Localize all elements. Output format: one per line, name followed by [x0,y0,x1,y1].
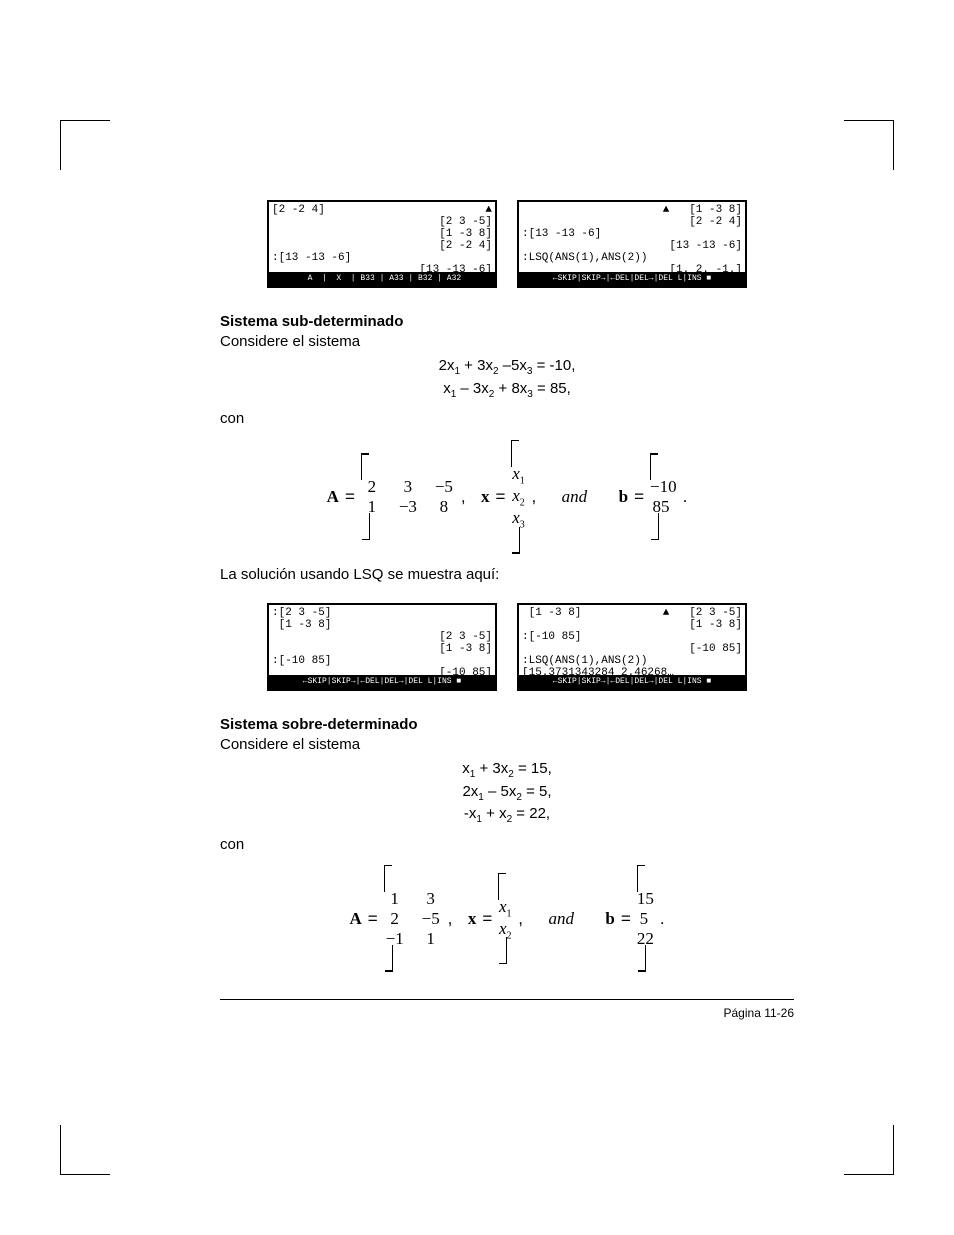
calc-line: :[-10 85] [272,655,492,667]
calc-screen-mid-right: [1 -3 8]▲ [2 3 -5] [1 -3 8] :[-10 85] [-… [517,603,747,691]
calc-screen-top-left: [2 -2 4]▲ [2 3 -5] [1 -3 8] [2 -2 4] :[1… [267,200,497,288]
matrix-A-label: A [327,487,339,507]
eq-line: 2x1 + 3x2 –5x3 = -10, [220,356,794,379]
calc-line: :LSQ(ANS(1),ANS(2)) [522,252,742,264]
calc-line: [2 3 -5] [272,631,492,643]
section-title-over: Sistema sobre-determinado [220,716,794,733]
and-text: and [552,487,598,507]
matrix-A-label: A [349,909,361,929]
matrix-A-over: 13 2−5 −11 [384,869,442,969]
calc-menu: ←SKIP|SKIP→|←DEL|DEL→|DEL L|INS ■ [269,675,495,689]
vector-x: x1 x2 x3 [511,444,525,551]
calc-line: [2 -2 4] [522,216,742,228]
calc-screen-top-right: ▲ [1 -3 8] [2 -2 4] :[13 -13 -6] [13 -13… [517,200,747,288]
calc-line: [1 -3 8]▲ [2 3 -5] [522,607,742,619]
intro-text: Considere el sistema [220,332,794,352]
calc-screen-mid-left: :[2 3 -5] [1 -3 8] [2 3 -5] [1 -3 8] :[-… [267,603,497,691]
vector-b-over: 15 5 22 [637,869,654,969]
crop-mark-br [844,1125,894,1175]
calc-menu: A | X | B33 | A33 | B32 | A32 [269,272,495,286]
vector-x-label: x [481,487,490,507]
con-text: con [220,409,794,429]
vector-x-label: x [468,909,477,929]
footer-divider [220,999,794,1000]
vector-b: −10 85 [650,457,677,537]
calc-line: [1 -3 8] [272,643,492,655]
page-content: [2 -2 4]▲ [2 3 -5] [1 -3 8] [2 -2 4] :[1… [220,200,794,1020]
calc-line: [1 -3 8] [522,619,742,631]
equation-block: 2x1 + 3x2 –5x3 = -10, x1 – 3x2 + 8x3 = 8… [220,356,794,401]
calc-line: [1 -3 8] [272,619,492,631]
calc-line: [13 -13 -6] [522,240,742,252]
crop-mark-bl [60,1125,110,1175]
crop-mark-tr [844,120,894,170]
vector-b-label: b [619,487,628,507]
matrix-definition-sub: A = 23−5 1−38 , x = x1 x2 x3 , and b = [220,444,794,551]
equation-block-over: x1 + 3x2 = 15, 2x1 – 5x2 = 5, -x1 + x2 =… [220,759,794,827]
page-number: Página 11-26 [220,1006,794,1020]
eq-line: -x1 + x2 = 22, [220,804,794,827]
matrix-definition-over: A = 13 2−5 −11 , x = x1 x2 , and b = [220,869,794,969]
calc-line: :[2 3 -5] [272,607,492,619]
calc-line: :[13 -13 -6] [522,228,742,240]
solution-text: La solución usando LSQ se muestra aquí: [220,565,794,585]
matrix-A: 23−5 1−38 [361,457,455,537]
calc-line: ▲ [1 -3 8] [522,204,742,216]
calc-menu: ←SKIP|SKIP→|←DEL|DEL→|DEL L|INS ■ [519,675,745,689]
calc-row-1: [2 -2 4]▲ [2 3 -5] [1 -3 8] [2 -2 4] :[1… [220,200,794,288]
calc-line: :[-10 85] [522,631,742,643]
calc-line: [2 3 -5] [272,216,492,228]
calc-row-2: :[2 3 -5] [1 -3 8] [2 3 -5] [1 -3 8] :[-… [220,603,794,691]
calc-menu: ←SKIP|SKIP→|←DEL|DEL→|DEL L|INS ■ [519,272,745,286]
and-text: and [538,909,584,929]
calc-line: [2 -2 4]▲ [272,204,492,216]
calc-line: [-10 85] [522,643,742,655]
eq-line: x1 + 3x2 = 15, [220,759,794,782]
crop-mark-tl [60,120,110,170]
calc-line: [2 -2 4] [272,240,492,252]
vector-b-label: b [605,909,614,929]
intro-text-over: Considere el sistema [220,735,794,755]
con-text-over: con [220,835,794,855]
eq-line: x1 – 3x2 + 8x3 = 85, [220,379,794,402]
calc-line: :LSQ(ANS(1),ANS(2)) [522,655,742,667]
calc-line: :[13 -13 -6] [272,252,492,264]
section-title-sub: Sistema sub-determinado [220,313,794,330]
calc-line: [1 -3 8] [272,228,492,240]
vector-x-over: x1 x2 [498,877,512,962]
eq-line: 2x1 – 5x2 = 5, [220,782,794,805]
